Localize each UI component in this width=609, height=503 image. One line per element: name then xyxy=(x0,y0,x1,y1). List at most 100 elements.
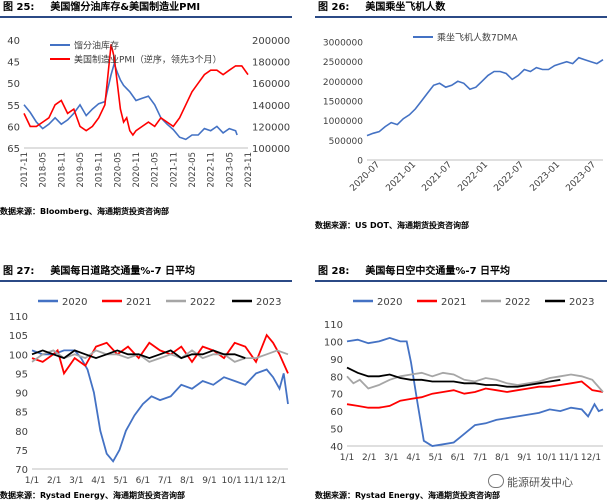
y-tick-label: 95 xyxy=(15,369,28,380)
series-line-0 xyxy=(346,336,604,447)
figure-source: 数据来源：Rystad Energy、海通期货投资咨询部 xyxy=(315,491,500,500)
y-tick-label: 80 xyxy=(330,372,343,383)
series-line-2 xyxy=(346,371,604,393)
figure-source: 数据来源：US DOT、海通期货投资咨询部 xyxy=(315,221,469,230)
y-tick-label: 110 xyxy=(324,320,343,331)
distillate-pmi-chart: 40 45 50 55 60 65 100000 120000 140000 160000 1800… xyxy=(7,36,290,188)
series-line-0 xyxy=(23,61,238,141)
figure-number: 图 27: xyxy=(3,266,35,277)
x-tick-label: 2020-05 xyxy=(113,152,123,188)
y-tick-label: 105 xyxy=(9,331,28,342)
y-tick-label: 90 xyxy=(330,355,343,366)
figure-title: 图 25: 美国馏分油库存&美国制造业PMI xyxy=(0,0,292,18)
air-traffic-chart: 40 50 60 70 80 90 100 110 1/1 2/1 3/1 4/1 5/1 6/1 7/1 8… xyxy=(324,297,604,463)
x-tick-label: 2019-11 xyxy=(95,152,105,188)
figure-number: 图 26: xyxy=(318,2,350,13)
x-tick-label: 3/1 xyxy=(69,476,83,486)
y-tick-label: 90 xyxy=(15,389,28,400)
x-tick-label: 2022-01 xyxy=(456,160,490,194)
legend-label: 美国制造业PMI（逆序，领先3个月） xyxy=(74,54,222,66)
legend-label: 2020 xyxy=(377,297,402,308)
y-tick-label: 40 xyxy=(330,442,343,453)
legend-label: 乘坐飞机人数7DMA xyxy=(437,32,518,44)
right-y-tick-label: 200000 xyxy=(252,36,290,47)
x-tick-label: 5/1 xyxy=(113,476,127,486)
left-y-tick-label: 60 xyxy=(7,122,20,133)
road-traffic-chart: 70 75 80 85 90 95 100 105 110 1/1 2/1 3/1 4/1 5/1 6/1 7… xyxy=(9,297,289,486)
y-tick-label: 1500000 xyxy=(323,98,363,108)
x-tick-label: 2023-11 xyxy=(244,152,254,188)
watermark: 能源研发中心 xyxy=(488,474,573,490)
x-tick-label: 2/1 xyxy=(47,476,61,486)
x-tick-label: 2023-07 xyxy=(564,160,598,194)
x-tick-label: 7/1 xyxy=(473,453,487,463)
x-tick-label: 11/1 xyxy=(559,453,579,463)
x-tick-label: 2021-11 xyxy=(169,152,179,188)
y-tick-label: 70 xyxy=(330,390,343,401)
y-tick-label: 110 xyxy=(9,312,28,323)
series-line-3 xyxy=(31,349,246,360)
x-tick-label: 2017-11 xyxy=(20,152,30,188)
y-tick-label: 50 xyxy=(330,425,343,436)
y-tick-label: 1000000 xyxy=(323,117,363,127)
x-tick-label: 2019-05 xyxy=(76,152,86,188)
x-tick-label: 2020-07 xyxy=(348,160,382,194)
figure-title-text: 美国每日空中交通量%-7 日平均 xyxy=(365,266,511,277)
wechat-icon xyxy=(488,474,504,488)
figure-title: 图 26: 美国乘坐飞机人数 xyxy=(315,0,607,18)
x-tick-label: 2018-11 xyxy=(57,152,67,188)
x-tick-label: 2023-01 xyxy=(528,160,562,194)
figure-title-text: 美国馏分油库存&美国制造业PMI xyxy=(50,2,201,13)
watermark-text: 能源研发中心 xyxy=(507,476,573,489)
y-tick-label: 100 xyxy=(324,337,343,348)
series-line-0 xyxy=(31,349,289,463)
x-tick-label: 4/1 xyxy=(406,453,420,463)
y-tick-label: 0 xyxy=(357,157,363,167)
figure-title-text: 美国乘坐飞机人数 xyxy=(365,2,446,13)
x-tick-label: 3/1 xyxy=(384,453,398,463)
x-tick-label: 5/1 xyxy=(428,453,442,463)
x-tick-label: 2022-11 xyxy=(207,152,217,188)
x-tick-label: 10/1 xyxy=(537,453,557,463)
figure-source: 数据来源：Rystad Energy、海通期货投资咨询部 xyxy=(0,491,185,500)
x-tick-label: 9/1 xyxy=(202,476,216,486)
figure-number: 图 25: xyxy=(3,2,35,13)
left-y-tick-label: 40 xyxy=(7,36,20,47)
y-tick-label: 80 xyxy=(15,427,28,438)
x-tick-label: 2021-05 xyxy=(151,152,161,188)
x-tick-label: 1/1 xyxy=(340,453,354,463)
x-tick-label: 6/1 xyxy=(451,453,465,463)
y-tick-label: 100 xyxy=(9,350,28,361)
series-line-0 xyxy=(366,56,604,137)
legend-label: 2020 xyxy=(62,297,87,308)
legend-label: 馏分油库存 xyxy=(74,40,119,52)
x-tick-label: 10/1 xyxy=(222,476,242,486)
x-tick-label: 9/1 xyxy=(517,453,531,463)
x-tick-label: 1/1 xyxy=(25,476,39,486)
y-tick-label: 85 xyxy=(15,408,28,419)
y-tick-label: 75 xyxy=(15,446,28,457)
x-tick-label: 2018-05 xyxy=(39,152,49,188)
series-line-1 xyxy=(23,44,249,137)
x-tick-label: 12/1 xyxy=(581,453,601,463)
series-line-3 xyxy=(346,366,561,388)
x-tick-label: 11/1 xyxy=(244,476,264,486)
x-tick-label: 2021-01 xyxy=(384,160,418,194)
y-tick-label: 2500000 xyxy=(323,58,363,68)
y-tick-label: 70 xyxy=(15,465,28,476)
series-line-1 xyxy=(346,380,604,409)
x-tick-label: 2022-07 xyxy=(492,160,526,194)
right-y-tick-label: 120000 xyxy=(252,122,290,133)
left-y-tick-label: 55 xyxy=(7,101,20,112)
legend-label: 2021 xyxy=(126,297,151,308)
right-y-tick-label: 160000 xyxy=(252,79,290,90)
x-tick-label: 2023-05 xyxy=(225,152,235,188)
series-line-2 xyxy=(31,349,289,363)
x-tick-label: 8/1 xyxy=(495,453,509,463)
y-tick-label: 3000000 xyxy=(323,39,363,49)
x-tick-label: 12/1 xyxy=(266,476,286,486)
x-tick-label: 6/1 xyxy=(136,476,150,486)
x-tick-label: 2021-07 xyxy=(420,160,454,194)
left-y-tick-label: 45 xyxy=(7,58,20,69)
x-tick-label: 4/1 xyxy=(91,476,105,486)
